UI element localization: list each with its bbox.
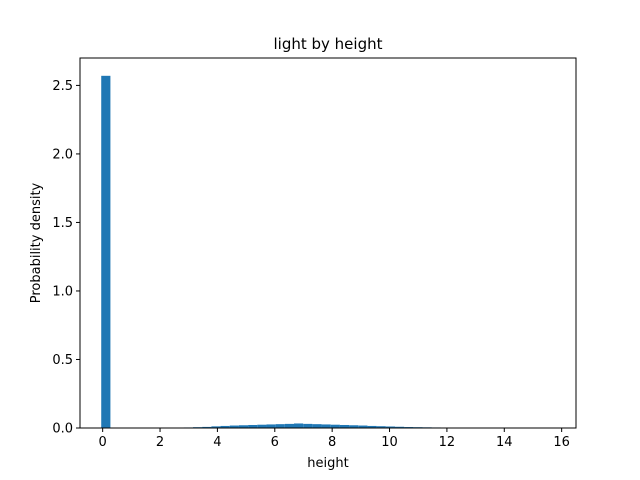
histogram-bar — [312, 424, 322, 428]
x-tick-label: 8 — [328, 435, 336, 450]
histogram-bar — [394, 426, 405, 428]
histogram-bar — [303, 423, 313, 428]
histogram-bar — [220, 425, 230, 428]
y-tick-label: 0.0 — [52, 422, 73, 437]
histogram-bar — [202, 426, 212, 428]
x-axis: 0 2 4 6 8 10 12 14 16 — [99, 428, 570, 450]
chart-title: light by height — [274, 35, 383, 53]
histogram-bar — [385, 426, 395, 428]
histogram-bar — [229, 425, 239, 428]
x-axis-title: height — [307, 456, 348, 471]
histogram-bar — [349, 425, 359, 428]
histogram-bar — [211, 426, 221, 428]
histogram-bar — [376, 426, 386, 428]
histogram-bar — [321, 424, 331, 428]
y-tick-label: 2.0 — [52, 147, 73, 162]
histogram-bar — [330, 424, 340, 428]
x-tick-label: 6 — [271, 435, 279, 450]
histogram-bar — [248, 424, 258, 428]
x-tick-label: 4 — [213, 435, 221, 450]
y-axis-title: Probability density — [29, 182, 44, 303]
y-tick-label: 1.0 — [52, 284, 73, 299]
x-tick-label: 14 — [496, 435, 513, 450]
histogram-bar — [101, 75, 111, 428]
histogram-bar — [284, 423, 295, 428]
y-tick-label: 0.5 — [52, 353, 73, 368]
histogram-bars — [101, 75, 487, 429]
histogram-bar — [339, 424, 350, 428]
histogram-bar — [266, 424, 276, 428]
x-tick-label: 10 — [381, 435, 398, 450]
y-tick-label: 2.5 — [52, 79, 73, 94]
histogram-bar — [275, 424, 285, 428]
histogram-bar — [367, 425, 377, 428]
histogram-bar — [257, 424, 267, 428]
histogram-bar — [238, 425, 249, 428]
y-tick-label: 1.5 — [52, 216, 73, 231]
x-tick-label: 12 — [439, 435, 456, 450]
histogram-bar — [294, 423, 304, 428]
plot-frame — [79, 57, 577, 429]
x-tick-label: 16 — [553, 435, 570, 450]
y-axis: 0.0 0.5 1.0 1.5 2.0 2.5 — [52, 79, 80, 437]
x-tick-label: 2 — [156, 435, 164, 450]
histogram-bar — [358, 425, 368, 428]
x-tick-label: 0 — [99, 435, 107, 450]
